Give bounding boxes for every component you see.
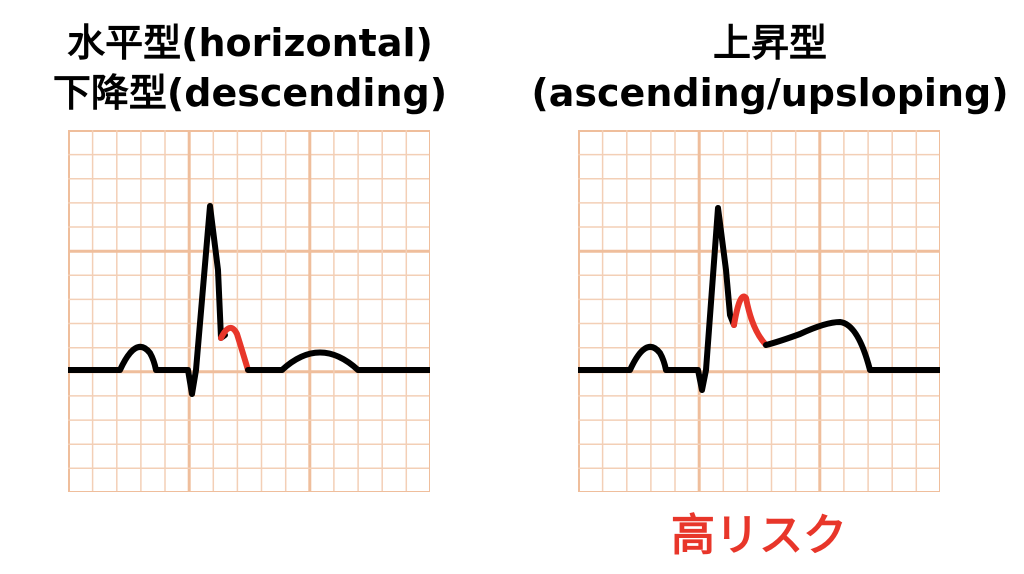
left-title-line2: 下降型(descending) <box>52 71 448 115</box>
right-panel-title: 上昇型 (ascending/upsloping) <box>520 18 1020 118</box>
left-title-line1: 水平型(horizontal) <box>67 21 433 65</box>
right-ecg-trace <box>578 205 737 393</box>
right-title-line2: (ascending/upsloping) <box>531 71 1009 115</box>
left-t-wave <box>245 349 430 373</box>
high-risk-label: 高リスク <box>671 510 847 561</box>
left-ecg-trace <box>68 203 228 397</box>
left-ecg-svg <box>68 130 430 492</box>
right-ecg-panel <box>578 130 940 492</box>
right-t-wave <box>763 319 940 373</box>
left-panel-title: 水平型(horizontal) 下降型(descending) <box>20 18 480 118</box>
left-ecg-panel <box>68 130 430 492</box>
right-title-line1: 上昇型 <box>712 21 827 65</box>
right-ecg-grid <box>578 130 940 492</box>
right-ecg-svg <box>578 130 940 492</box>
left-ecg-grid <box>68 130 430 492</box>
right-st-segment <box>731 293 769 348</box>
left-st-segment <box>218 325 251 373</box>
